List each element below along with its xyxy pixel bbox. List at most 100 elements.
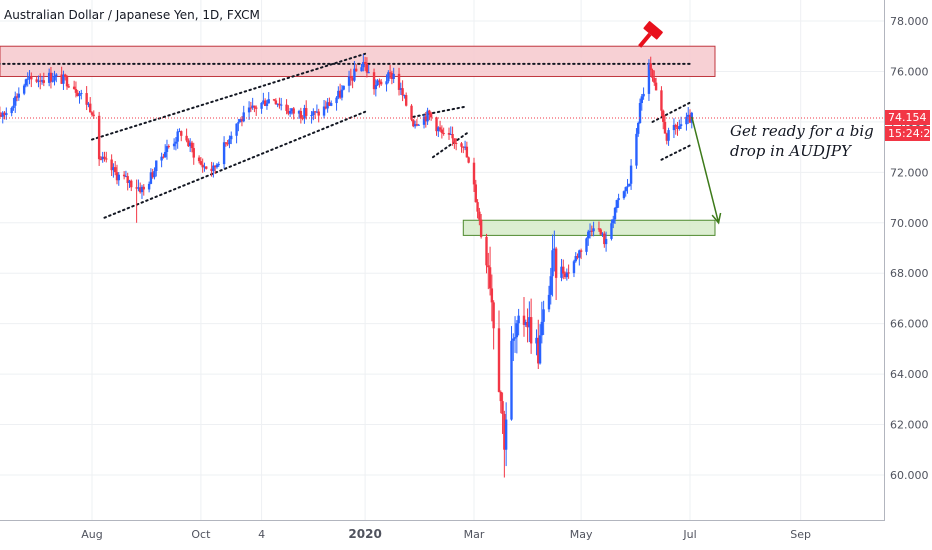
candle (512, 333, 515, 362)
candle-body (110, 159, 113, 171)
candle (138, 182, 142, 194)
candle (485, 233, 488, 274)
candle (110, 154, 113, 177)
time-tick-label: Aug (81, 528, 102, 541)
candle (3, 111, 6, 120)
price-tick-label: 60.000 (890, 469, 929, 482)
candle-body (37, 80, 40, 82)
candle-body (126, 176, 129, 183)
candle-body (337, 90, 340, 98)
candle (230, 131, 233, 145)
candle (78, 91, 81, 104)
candle (89, 97, 92, 113)
candle (510, 326, 513, 421)
candle (565, 268, 569, 281)
candle-body (278, 103, 281, 106)
candle-body (105, 158, 108, 160)
candle (90, 111, 94, 117)
candle-body (255, 107, 258, 109)
candle-body (60, 74, 63, 84)
candle-body (538, 335, 542, 364)
time-axis[interactable]: Aug Oct 4 2020 Mar May Jul Sep (0, 520, 932, 550)
candle-body (629, 165, 633, 184)
candle (578, 249, 581, 266)
candle-body (297, 111, 301, 114)
candle-body (549, 276, 552, 295)
candle-body (92, 114, 95, 116)
candle (674, 123, 677, 135)
time-tick-label: Oct (191, 528, 211, 541)
candle (153, 167, 156, 180)
candle (42, 72, 46, 87)
candle (549, 267, 552, 305)
candle (192, 142, 195, 165)
candle (662, 109, 665, 130)
candle-body (287, 110, 290, 114)
candle-body (338, 90, 342, 98)
candle (330, 100, 333, 107)
candle (363, 56, 367, 71)
candle-body (622, 191, 626, 199)
candle (447, 127, 451, 140)
candle (137, 179, 140, 192)
candle-body (174, 141, 178, 144)
candle-body (324, 106, 328, 109)
candle (442, 127, 445, 136)
candle (101, 151, 104, 163)
candle-body (30, 76, 33, 80)
candle (412, 118, 415, 128)
candle (562, 259, 565, 280)
candle (629, 159, 633, 190)
candle-body (637, 122, 640, 134)
candle-body (124, 176, 128, 178)
candle (353, 60, 356, 83)
gavel-handle (638, 32, 652, 48)
candle-body (572, 261, 576, 274)
grid (0, 0, 884, 520)
last-price-tag: 74.154 (885, 110, 930, 125)
candle (37, 75, 40, 88)
candle (651, 68, 654, 82)
candle (365, 57, 369, 78)
candle-body (313, 111, 317, 113)
price-axis[interactable]: 60.000 62.000 64.000 66.000 68.000 70.000 72.0… (884, 0, 932, 550)
candle-body (497, 328, 501, 392)
candle-body (649, 63, 652, 71)
candle (378, 78, 381, 88)
candle (74, 81, 78, 98)
candle (451, 126, 454, 146)
candle (537, 319, 540, 370)
candles (0, 54, 693, 478)
candle-body (135, 187, 138, 189)
candle-body (512, 338, 515, 341)
candle (240, 116, 244, 127)
candle-body (426, 110, 429, 122)
candle-body (130, 180, 133, 188)
candle-body (128, 180, 131, 183)
candle (105, 151, 108, 163)
candle-body (64, 74, 67, 77)
candle-body (265, 103, 269, 107)
candle-body (553, 248, 556, 251)
annotation-text[interactable]: Get ready for a big drop in AUDJPY (730, 121, 880, 161)
candle (351, 75, 354, 89)
candle (542, 300, 545, 335)
candle (488, 246, 492, 296)
price-tick-label: 64.000 (890, 368, 929, 381)
candle (280, 97, 283, 111)
candle (413, 120, 417, 129)
candle (404, 92, 408, 107)
candle (524, 319, 527, 327)
candle-body (122, 174, 126, 177)
candle (547, 285, 551, 313)
candle (599, 228, 602, 236)
candle-body (351, 77, 354, 81)
candle (515, 320, 519, 354)
candle (579, 248, 583, 260)
candle-body (578, 250, 581, 258)
candle (28, 70, 31, 85)
candle (201, 158, 204, 173)
candle (199, 157, 203, 166)
wedge-upper-line (651, 100, 693, 123)
candle-body (151, 172, 154, 178)
